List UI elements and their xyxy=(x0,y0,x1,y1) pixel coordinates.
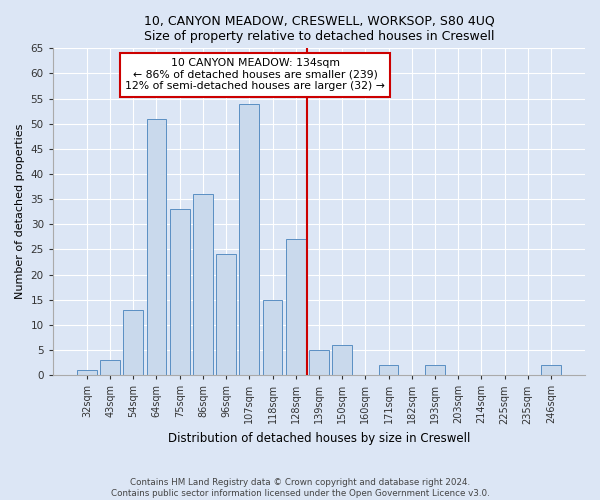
Bar xyxy=(146,118,166,375)
Title: 10, CANYON MEADOW, CRESWELL, WORKSOP, S80 4UQ
Size of property relative to detac: 10, CANYON MEADOW, CRESWELL, WORKSOP, S8… xyxy=(143,15,494,43)
Text: 10 CANYON MEADOW: 134sqm
← 86% of detached houses are smaller (239)
12% of semi-: 10 CANYON MEADOW: 134sqm ← 86% of detach… xyxy=(125,58,385,92)
Bar xyxy=(309,350,329,375)
Bar xyxy=(100,360,120,375)
Text: Contains HM Land Registry data © Crown copyright and database right 2024.
Contai: Contains HM Land Registry data © Crown c… xyxy=(110,478,490,498)
Bar xyxy=(541,365,561,375)
Bar xyxy=(332,345,352,375)
Bar xyxy=(170,209,190,375)
Bar xyxy=(77,370,97,375)
Bar xyxy=(263,300,283,375)
Y-axis label: Number of detached properties: Number of detached properties xyxy=(15,124,25,300)
Bar xyxy=(193,194,213,375)
Bar xyxy=(239,104,259,375)
X-axis label: Distribution of detached houses by size in Creswell: Distribution of detached houses by size … xyxy=(168,432,470,445)
Bar xyxy=(216,254,236,375)
Bar xyxy=(286,240,305,375)
Bar xyxy=(425,365,445,375)
Bar xyxy=(379,365,398,375)
Bar xyxy=(124,310,143,375)
